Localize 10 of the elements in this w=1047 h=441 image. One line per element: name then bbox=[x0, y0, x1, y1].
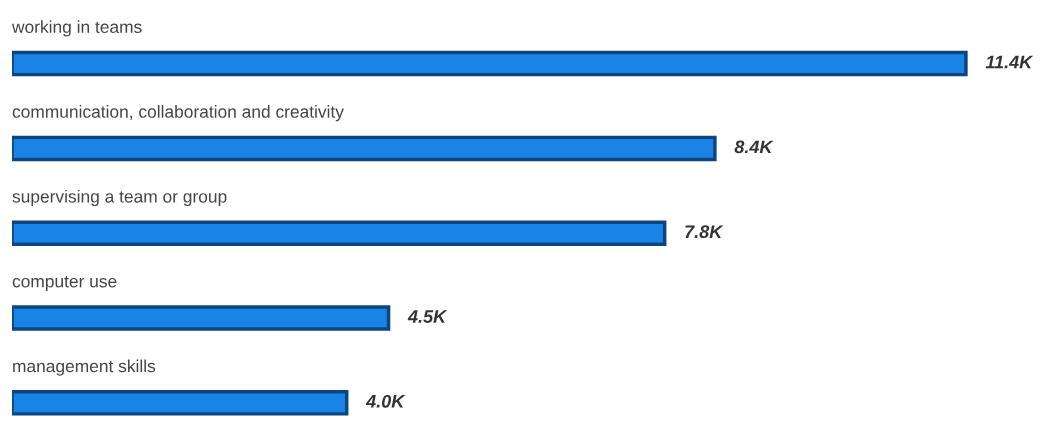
y-tick-label: computer use bbox=[12, 276, 117, 291]
data-label: 7.8K bbox=[685, 225, 724, 239]
data-label: 8.4K bbox=[734, 140, 774, 154]
data-label: 4.0K bbox=[365, 394, 406, 408]
data-label: 11.4K bbox=[985, 55, 1034, 69]
y-tick-label: communication, collaboration and creativity bbox=[12, 105, 344, 122]
data-label: 4.5K bbox=[407, 310, 448, 323]
y-tick-label: management skills bbox=[13, 359, 156, 376]
y-tick-label: supervising a team or group bbox=[12, 189, 227, 207]
y-tick-label: working in teams bbox=[11, 20, 142, 37]
